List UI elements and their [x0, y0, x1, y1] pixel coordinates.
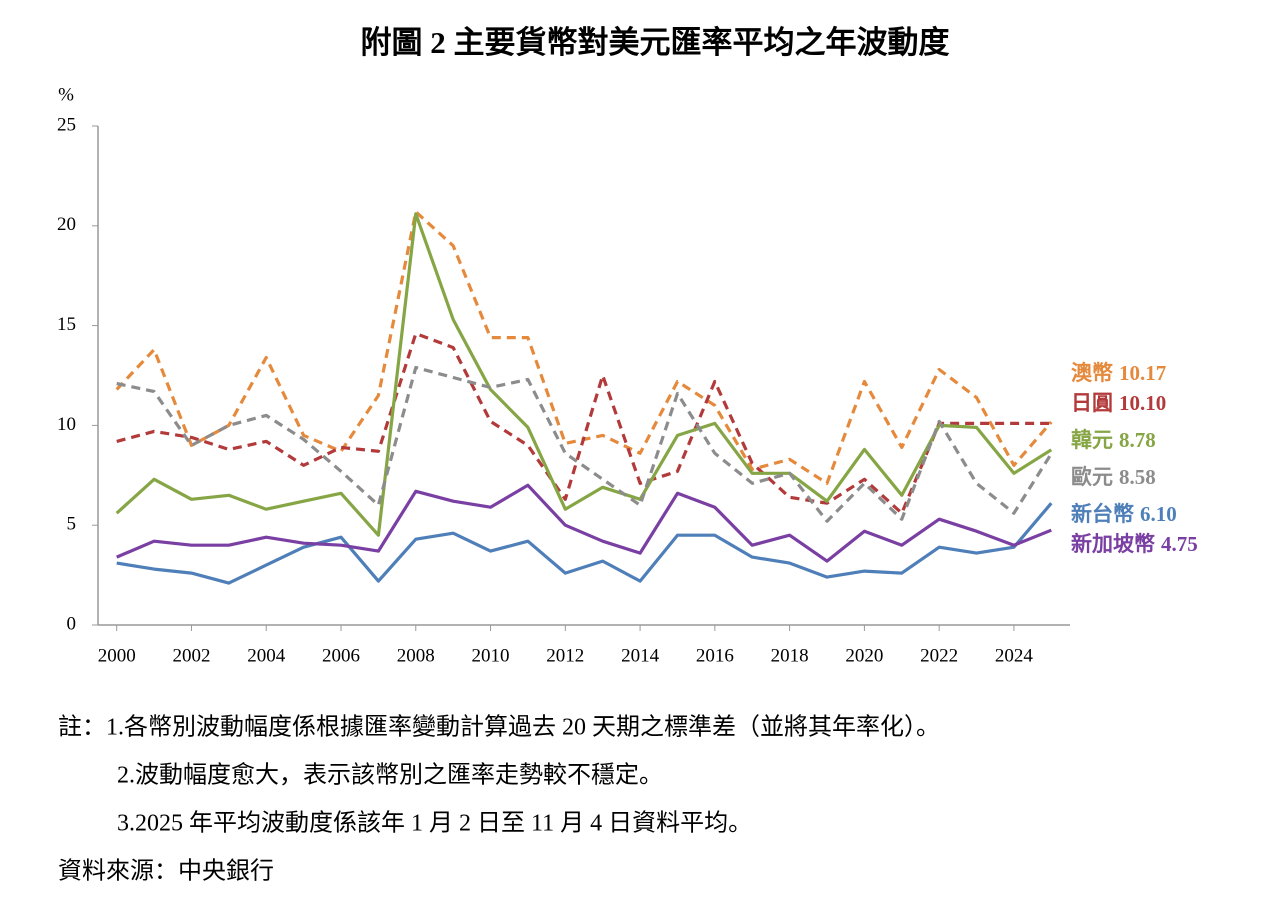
end-label: 日圓 10.10: [1071, 391, 1166, 415]
x-tick-label: 2018: [771, 645, 809, 666]
y-tick-label: 20: [57, 214, 76, 235]
end-label: 新加坡幣 4.75: [1071, 532, 1198, 556]
value-label: 6.10: [1140, 502, 1177, 526]
end-label: 新台幣 6.10: [1071, 502, 1177, 526]
end-label: 韓元 8.78: [1071, 428, 1156, 452]
legend-name: 日圓: [1071, 391, 1113, 415]
x-tick-label: 2000: [98, 645, 136, 666]
legend-name: 歐元: [1071, 465, 1113, 489]
y-tick-label: 15: [57, 314, 76, 335]
series-line: [115, 212, 1053, 537]
series-line: [116, 332, 1052, 515]
x-tick-label: 2024: [995, 645, 1034, 666]
value-label: 8.78: [1119, 428, 1156, 452]
legend-name: 韓元: [1071, 428, 1113, 452]
series-line: [116, 365, 1053, 523]
x-tick-label: 2010: [472, 645, 510, 666]
note: 2.波動幅度愈大，表示該幣別之匯率走勢較不穩定。: [117, 762, 663, 789]
x-tick-label: 2004: [247, 645, 286, 666]
x-tick-label: 2002: [172, 645, 210, 666]
y-unit: %: [58, 84, 74, 105]
chart-title: 附圖 2 主要貨幣對美元匯率平均之年波動度: [361, 25, 950, 60]
legend-name: 新加坡幣: [1071, 532, 1155, 556]
x-tick-label: 2006: [322, 645, 360, 666]
x-tick-label: 2016: [696, 645, 734, 666]
series-line: [116, 502, 1053, 585]
legend-name: 澳幣: [1071, 361, 1113, 385]
value-label: 10.17: [1119, 361, 1166, 385]
value-label: 8.58: [1119, 465, 1156, 489]
x-tick-label: 2014: [621, 645, 660, 666]
y-tick-label: 5: [67, 514, 77, 535]
note: 3.2025 年平均波動度係該年 1 月 2 日至 11 月 4 日資料平均。: [117, 810, 752, 837]
x-tick-label: 2022: [920, 645, 958, 666]
value-label: 4.75: [1161, 532, 1198, 556]
note: 註：1.各幣別波動幅度係根據匯率變動計算過去 20 天期之標準差（並將其年率化）…: [58, 714, 940, 741]
y-tick-label: 0: [67, 613, 77, 634]
series-line: [116, 483, 1052, 563]
source: 資料來源：中央銀行: [58, 858, 274, 885]
x-tick-label: 2020: [845, 645, 883, 666]
y-tick-label: 10: [57, 414, 76, 435]
end-label: 澳幣 10.17: [1071, 361, 1166, 385]
x-tick-label: 2008: [397, 645, 435, 666]
x-tick-label: 2012: [546, 645, 584, 666]
legend-name: 新台幣: [1071, 502, 1134, 526]
end-label: 歐元 8.58: [1071, 465, 1156, 489]
y-tick-label: 25: [57, 114, 76, 135]
value-label: 10.10: [1119, 391, 1166, 415]
